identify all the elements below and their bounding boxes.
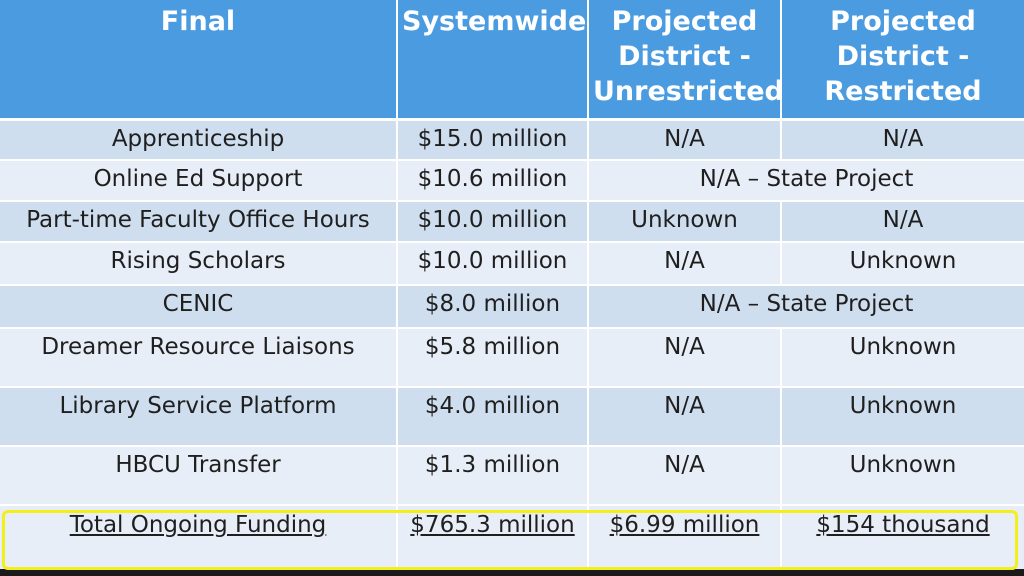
total-name: Total Ongoing Funding	[0, 505, 398, 569]
header-unrestricted: Projected District - Unrestricted	[588, 0, 784, 121]
header-row: Final Systemwide Projected District - Un…	[0, 0, 1024, 121]
header-final: Final	[0, 0, 398, 121]
row-unrestricted: N/A	[588, 446, 782, 506]
row-systemwide: $10.6 million	[397, 160, 589, 202]
row-restricted: N/A	[781, 119, 1024, 161]
total-name-text: Total Ongoing Funding	[69, 512, 327, 538]
table-row: Part-time Faculty Office Hours $10.0 mil…	[0, 201, 1024, 243]
row-unrestricted: N/A	[588, 328, 782, 388]
row-restricted: Unknown	[781, 387, 1024, 447]
row-restricted: Unknown	[781, 242, 1024, 286]
row-name: Library Service Platform	[0, 387, 398, 447]
total-restricted: $154 thousand	[781, 505, 1024, 569]
total-systemwide: $765.3 million	[397, 505, 589, 569]
row-unrestricted: N/A	[588, 387, 782, 447]
row-name: Part-time Faculty Office Hours	[0, 201, 398, 243]
row-name: Dreamer Resource Liaisons	[0, 328, 398, 388]
row-unrestricted: Unknown	[588, 201, 782, 243]
row-systemwide: $10.0 million	[397, 242, 589, 286]
row-systemwide: $5.8 million	[397, 328, 589, 388]
header-systemwide: Systemwide	[397, 0, 589, 121]
row-restricted: Unknown	[781, 446, 1024, 506]
row-systemwide: $4.0 million	[397, 387, 589, 447]
table-row: Rising Scholars $10.0 million N/A Unknow…	[0, 242, 1024, 286]
row-merged-status: N/A – State Project	[588, 160, 1024, 202]
row-name: Online Ed Support	[0, 160, 398, 202]
row-unrestricted: N/A	[588, 119, 782, 161]
total-unrestricted-text: $6.99 million	[609, 512, 760, 538]
header-restricted: Projected District - Restricted	[781, 0, 1024, 121]
row-restricted: N/A	[781, 201, 1024, 243]
table-row: Library Service Platform $4.0 million N/…	[0, 387, 1024, 447]
total-systemwide-text: $765.3 million	[410, 512, 575, 538]
table-row: CENIC $8.0 million N/A – State Project	[0, 285, 1024, 329]
row-name: Apprenticeship	[0, 119, 398, 161]
total-restricted-text: $154 thousand	[816, 512, 990, 538]
row-name: CENIC	[0, 285, 398, 329]
row-name: Rising Scholars	[0, 242, 398, 286]
table-row: HBCU Transfer $1.3 million N/A Unknown	[0, 446, 1024, 506]
row-name: HBCU Transfer	[0, 446, 398, 506]
row-unrestricted: N/A	[588, 242, 782, 286]
total-row: Total Ongoing Funding $765.3 million $6.…	[0, 505, 1024, 569]
row-merged-status: N/A – State Project	[588, 285, 1024, 329]
total-unrestricted: $6.99 million	[588, 505, 782, 569]
row-systemwide: $8.0 million	[397, 285, 589, 329]
table-row: Dreamer Resource Liaisons $5.8 million N…	[0, 328, 1024, 388]
row-restricted: Unknown	[781, 328, 1024, 388]
table-row: Apprenticeship $15.0 million N/A N/A	[0, 119, 1024, 161]
row-systemwide: $10.0 million	[397, 201, 589, 243]
row-systemwide: $1.3 million	[397, 446, 589, 506]
row-systemwide: $15.0 million	[397, 119, 589, 161]
table-row: Online Ed Support $10.6 million N/A – St…	[0, 160, 1024, 202]
